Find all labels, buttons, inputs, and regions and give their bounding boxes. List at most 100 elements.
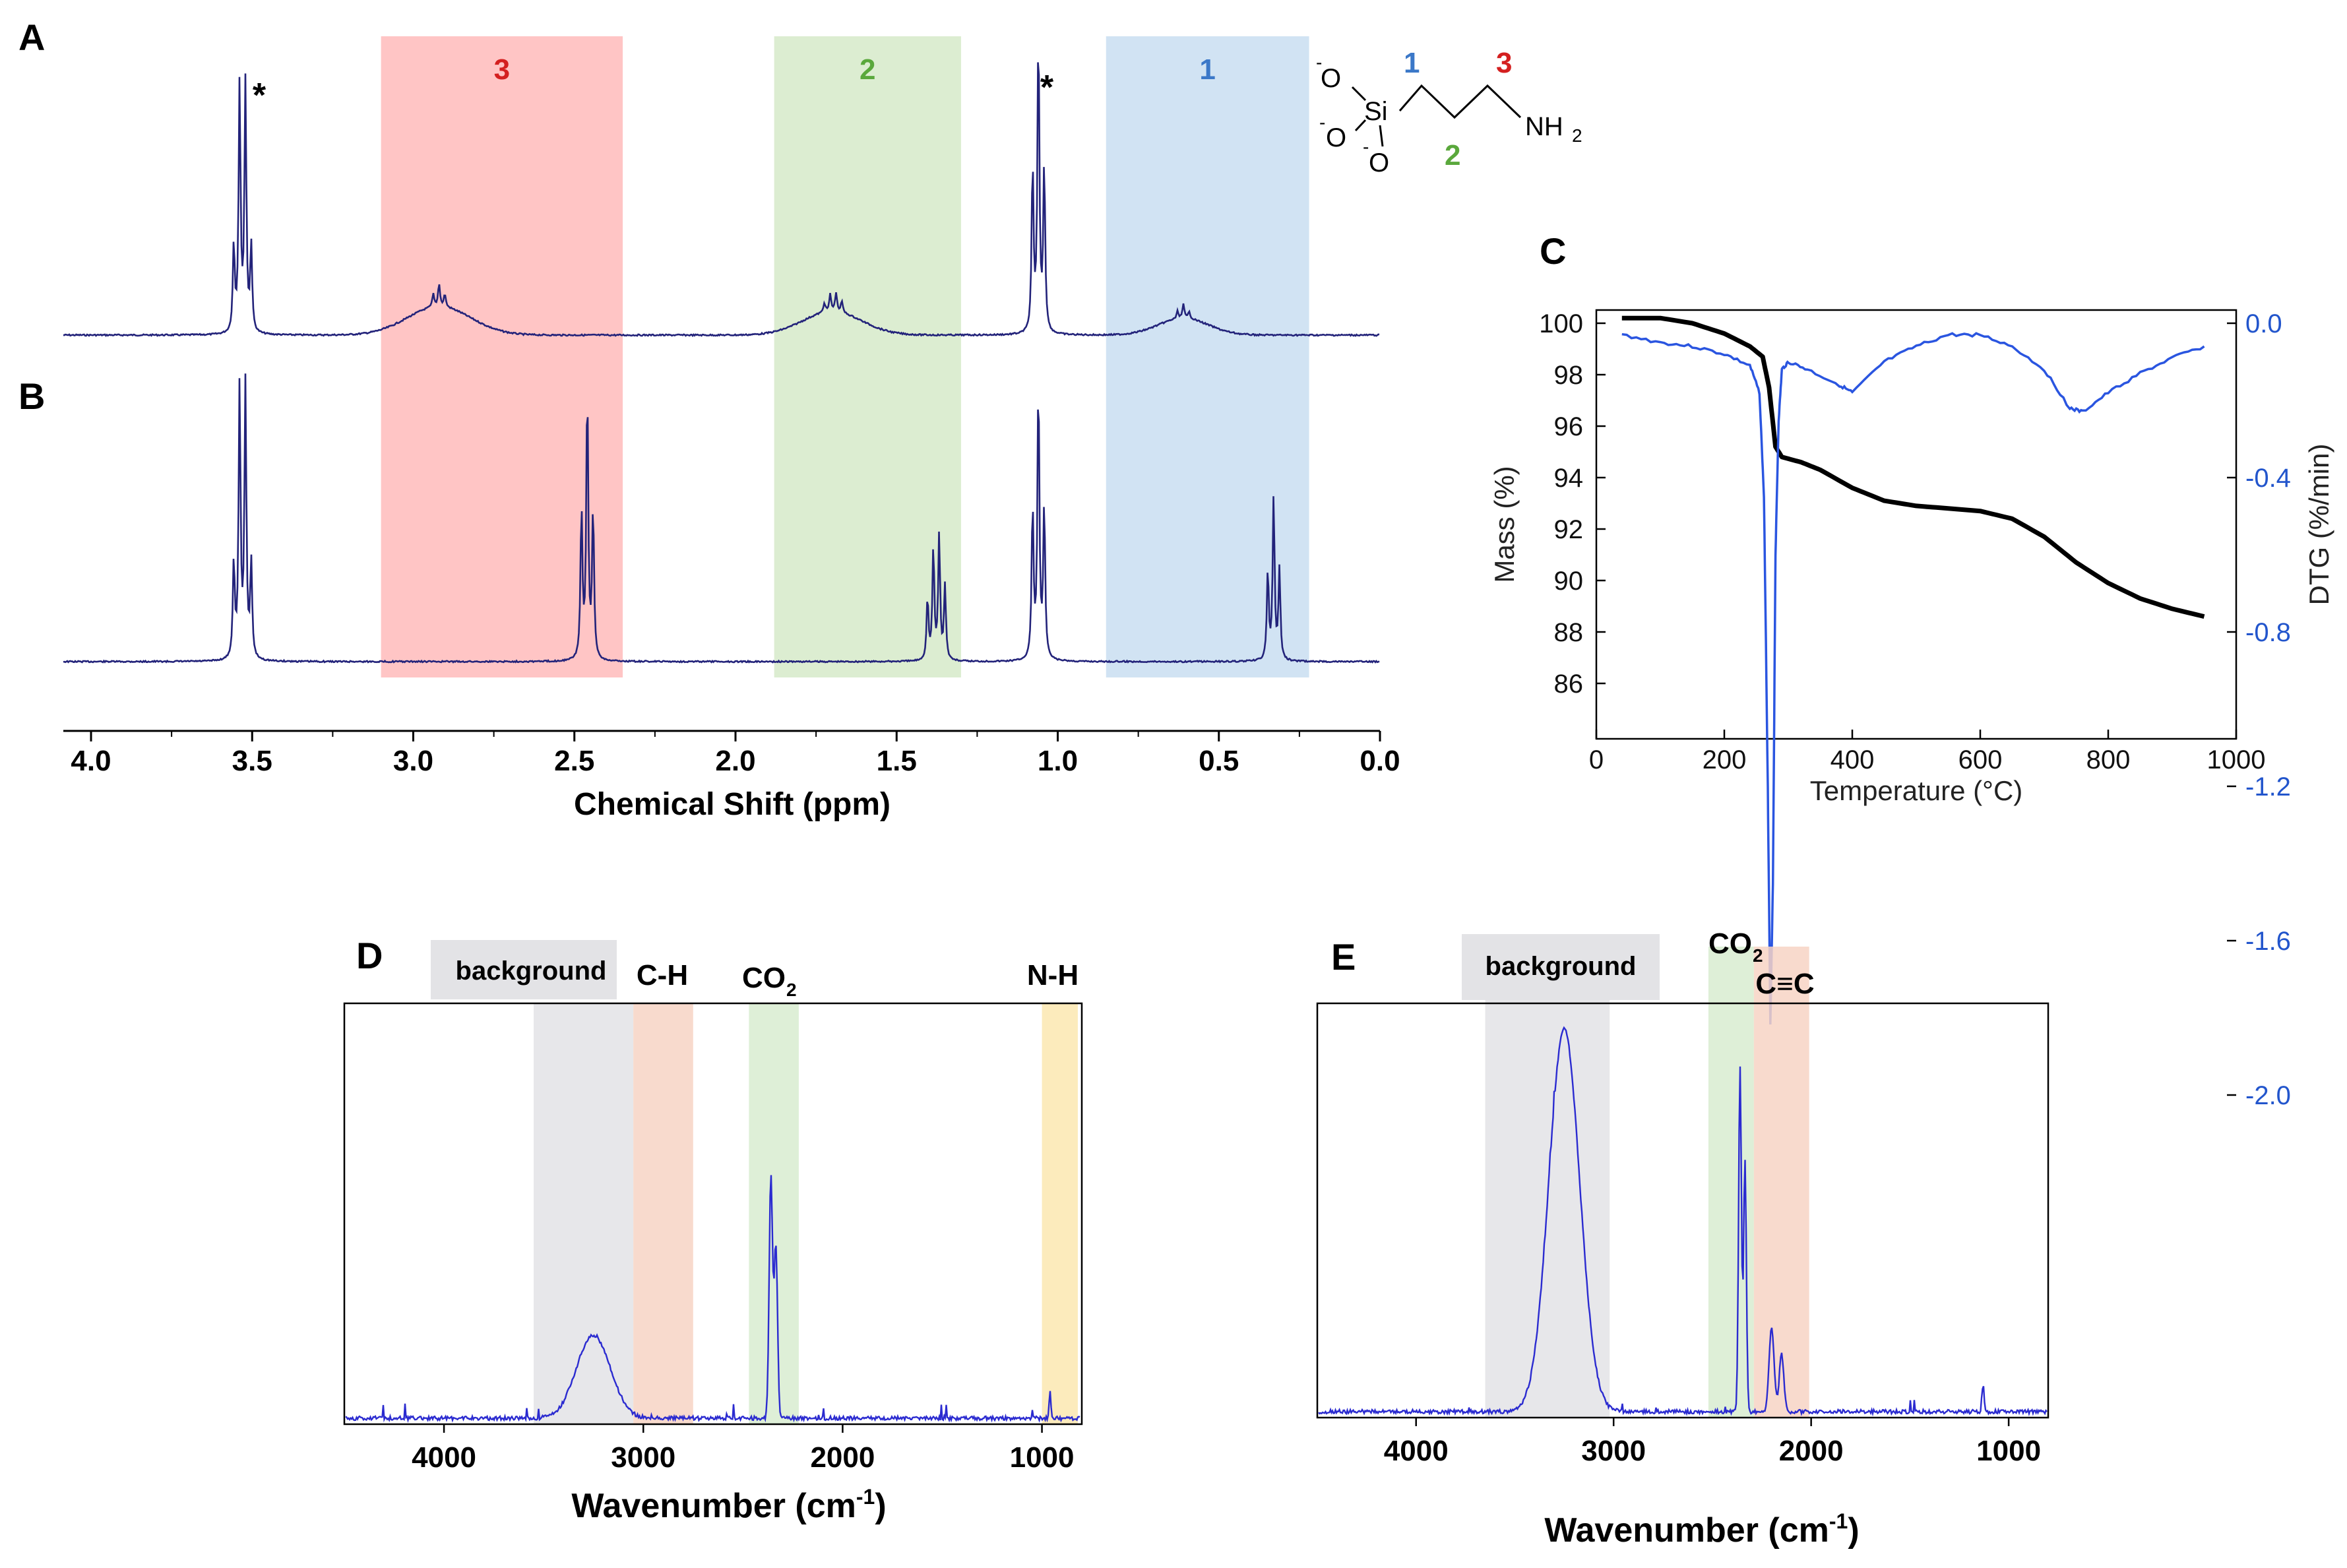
tga-y-tick-label: 88 xyxy=(1554,618,1584,647)
tga-y2-tick-label: -1.6 xyxy=(2245,927,2291,956)
nmr-tick-label: 1.0 xyxy=(1038,745,1078,777)
irD-band xyxy=(1042,1003,1078,1424)
aps-structure: O - O - O - Si NH 2 1 2 3 xyxy=(1316,47,1582,177)
tga-y2-tick-label: -0.4 xyxy=(2245,464,2291,493)
irD-tick-label: 4000 xyxy=(412,1441,476,1474)
ir-d-label-co2: CO xyxy=(742,962,786,994)
ir-d-regions xyxy=(534,1003,1078,1424)
nmr-spectrum-a xyxy=(63,62,1380,338)
ir-e-regions xyxy=(1485,947,1809,1417)
tga-y2-tick-label: 0.0 xyxy=(2245,309,2282,338)
panel-letter-c: C xyxy=(1540,230,1566,272)
struct-o-bottom: O xyxy=(1369,148,1389,177)
nmr-tick-label: 2.5 xyxy=(554,745,594,777)
nmr-spectrum-b xyxy=(63,373,1380,664)
tga-y2-tick-label: -1.2 xyxy=(2245,772,2291,801)
tga-frame xyxy=(1595,309,2237,740)
tga-x-tick-label: 0 xyxy=(1589,745,1604,774)
tga-panel: C 0 200 400 600 800 1000 100 98 96 94 92 90 88 86 0.0 -… xyxy=(1489,230,2334,1110)
struct-si: Si xyxy=(1364,97,1388,126)
region-3-label: 3 xyxy=(494,53,510,86)
struct-o-top: O xyxy=(1321,64,1341,93)
irE-tick-label: 1000 xyxy=(1976,1435,2041,1467)
nmr-tick-label: 0.0 xyxy=(1360,745,1400,777)
ir-e-label-cc: C≡C xyxy=(1755,968,1814,1000)
ir-d-label-nh: N-H xyxy=(1027,959,1079,991)
struct-label-1: 1 xyxy=(1404,47,1420,79)
irD-tick-label: 1000 xyxy=(1010,1441,1075,1474)
ir-panel-d: D background C-H CO 2 N-H 4000 3000 2000 10… xyxy=(343,935,1083,1525)
nmr-panel: A B 3 2 1 * * 4.0 3.5 3.0 2.5 2.0 1.5 1.0 0.5 0.… xyxy=(18,16,1400,822)
tga-x-axis-title: Temperature (°C) xyxy=(1810,775,2023,806)
struct-charge-top: - xyxy=(1316,52,1322,73)
irE-tick-label: 2000 xyxy=(1779,1435,1844,1467)
tga-x-tick-label: 200 xyxy=(1703,745,1747,774)
tga-x-tick-label: 400 xyxy=(1831,745,1875,774)
ir-e-frame xyxy=(1316,1002,2050,1419)
struct-label-2: 2 xyxy=(1445,139,1460,172)
tga-y2-tick-label: -0.8 xyxy=(2245,618,2291,647)
irE-band xyxy=(1753,947,1809,1417)
ir-e-label-background: background xyxy=(1486,952,1637,981)
tga-y2-axis-title: DTG (%/min) xyxy=(2303,444,2334,606)
tga-y-axis-title: Mass (%) xyxy=(1489,466,1520,582)
irD-tick-label: 3000 xyxy=(611,1441,675,1474)
ir-d-x-axis-title: Wavenumber (cm-1) xyxy=(571,1485,886,1525)
solvent-asterisk-2: * xyxy=(1040,69,1054,107)
tga-y-tick-label: 94 xyxy=(1554,464,1584,493)
tga-x-tick-label: 600 xyxy=(1958,745,2003,774)
ir-d-x-ticks: 4000 3000 2000 1000 xyxy=(412,1425,1075,1474)
irD-band xyxy=(633,1003,693,1424)
tga-dtg-curve xyxy=(1621,332,2205,1025)
irE-band xyxy=(1485,947,1610,1417)
panel-letter-d: D xyxy=(356,935,383,976)
bond-si-o-left xyxy=(1354,119,1367,132)
struct-nh2-sub: 2 xyxy=(1572,125,1582,146)
panel-letter-e: E xyxy=(1331,936,1356,978)
nmr-tick-label: 3.0 xyxy=(393,745,433,777)
nmr-tick-label: 1.5 xyxy=(877,745,917,777)
nmr-tick-label: 0.5 xyxy=(1199,745,1239,777)
nmr-x-ticks: 4.0 3.5 3.0 2.5 2.0 1.5 1.0 0.5 0.0 xyxy=(71,731,1400,777)
struct-o-left: O xyxy=(1326,123,1346,152)
nmr-tick-label: 3.5 xyxy=(232,745,272,777)
propyl-chain xyxy=(1398,84,1522,119)
nmr-x-axis-title: Chemical Shift (ppm) xyxy=(574,787,891,822)
ir-d-label-background: background xyxy=(456,956,607,986)
ir-e-label-co2: CO xyxy=(1708,927,1752,960)
tga-y-tick-label: 90 xyxy=(1554,567,1584,596)
ir-e-label-co2-sub: 2 xyxy=(1753,945,1763,966)
bond-si-o-bottom xyxy=(1379,125,1384,147)
nmr-region-3 xyxy=(381,36,623,677)
nmr-region-2 xyxy=(774,36,961,677)
tga-y-tick-label: 98 xyxy=(1554,361,1584,390)
region-1-label: 1 xyxy=(1199,53,1215,86)
struct-nh2: NH xyxy=(1525,112,1563,141)
tga-x-tick-label: 1000 xyxy=(2207,745,2266,774)
ir-d-label-ch: C-H xyxy=(637,959,688,991)
irD-band xyxy=(534,1003,634,1424)
tga-y-tick-label: 92 xyxy=(1554,515,1584,544)
ir-d-background-tag xyxy=(431,940,617,999)
tga-y2-tick-label: -2.0 xyxy=(2245,1081,2291,1110)
irE-band xyxy=(1708,947,1754,1417)
ir-d-spectrum xyxy=(345,1175,1080,1424)
panel-letter-a: A xyxy=(18,16,45,58)
struct-charge-left: - xyxy=(1319,112,1325,133)
tga-mass-curve xyxy=(1621,315,2205,619)
panel-letter-b: B xyxy=(18,375,45,417)
ir-e-x-axis-title: Wavenumber (cm-1) xyxy=(1544,1509,1859,1550)
ir-d-label-co2-sub: 2 xyxy=(786,980,797,1000)
irE-tick-label: 4000 xyxy=(1384,1435,1449,1467)
tga-axes: 0 200 400 600 800 1000 100 98 96 94 92 90 88 86 0.0 -0.… xyxy=(1539,309,2291,1110)
tga-x-tick-label: 800 xyxy=(2086,745,2131,774)
tga-y-tick-label: 86 xyxy=(1554,670,1584,699)
ir-panel-e: E background CO 2 C≡C 4000 3000 2000 1000 W… xyxy=(1316,927,2050,1550)
ir-e-x-ticks: 4000 3000 2000 1000 xyxy=(1384,1418,2041,1467)
irD-tick-label: 2000 xyxy=(810,1441,875,1474)
ir-e-spectrum xyxy=(1318,1026,2048,1417)
bond-si-o-top xyxy=(1351,86,1367,102)
tga-y-tick-label: 100 xyxy=(1539,309,1583,338)
region-2-label: 2 xyxy=(860,53,875,86)
